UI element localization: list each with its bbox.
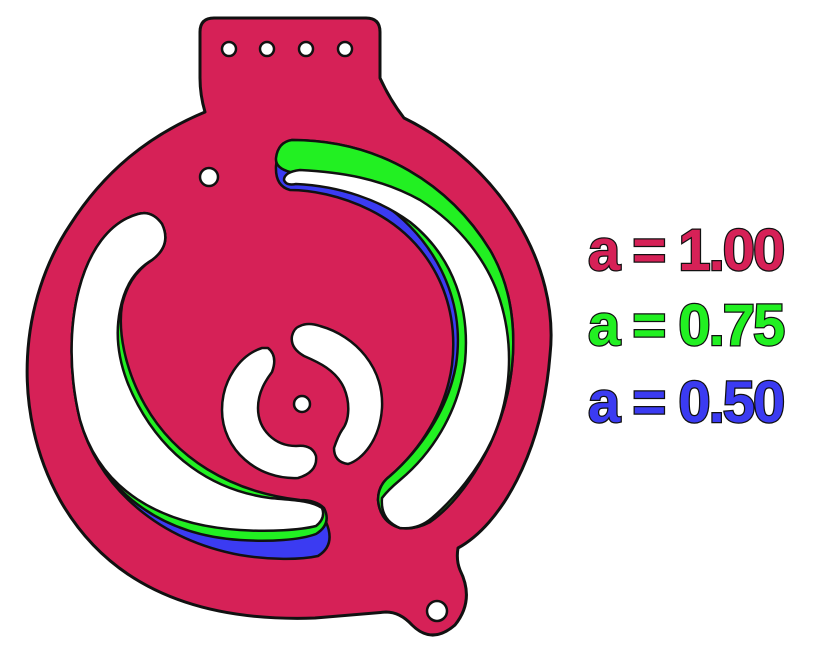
legend: a = 1.00 a = 0.75 a = 0.50 xyxy=(587,217,787,437)
tab-hole-1 xyxy=(220,40,238,58)
tab-hole-3 xyxy=(297,40,315,58)
legend-label-a050: a = 0.50 xyxy=(588,370,783,435)
slot-right-a100 xyxy=(282,168,511,530)
center-hole xyxy=(292,394,312,414)
small-hole-upper-left xyxy=(198,166,220,188)
legend-label-a100: a = 1.00 xyxy=(588,218,783,283)
inner-slot-right xyxy=(290,322,384,466)
ear-hole xyxy=(425,599,449,623)
tab-hole-4 xyxy=(336,40,354,58)
legend-label-a075: a = 0.75 xyxy=(588,293,784,358)
slot-left-a100 xyxy=(70,211,325,533)
inner-slot-left xyxy=(220,346,318,480)
tab-hole-2 xyxy=(258,40,276,58)
